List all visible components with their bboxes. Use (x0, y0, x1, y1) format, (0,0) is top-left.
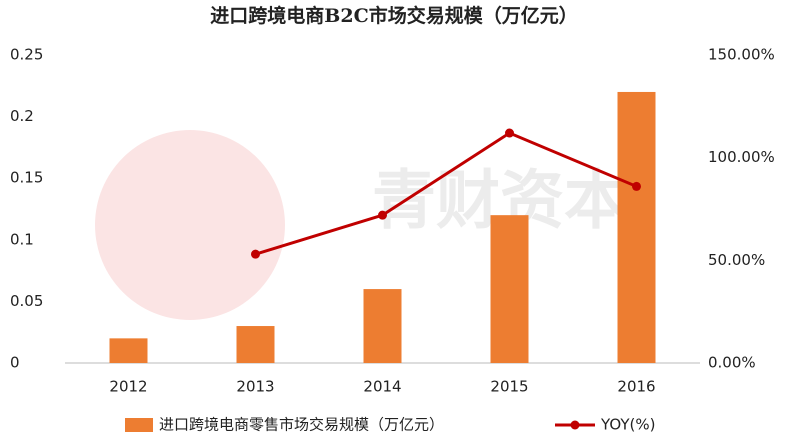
bar (490, 215, 529, 363)
x-tick-label: 2016 (617, 378, 655, 396)
y-tick-label: 0.25 (10, 46, 43, 64)
line-point (378, 210, 387, 220)
watermark-logo (95, 130, 285, 320)
legend-swatch (125, 418, 153, 432)
legend-label: YOY(%) (600, 416, 655, 434)
y-tick-label: 0 (10, 354, 20, 372)
legend-label: 进口跨境电商零售市场交易规模（万亿元） (159, 416, 444, 434)
y-tick-label: 0.05 (10, 292, 43, 310)
y-tick-label: 0.15 (10, 169, 43, 187)
line-point (251, 249, 260, 259)
legend-swatch (570, 420, 580, 430)
chart-title: 进口跨境电商B2C市场交易规模（万亿元） (210, 4, 577, 27)
y2-tick-label: 50.00% (708, 251, 765, 269)
line-point (632, 181, 641, 191)
x-tick-label: 2012 (109, 378, 147, 396)
y-tick-label: 0.1 (10, 230, 34, 248)
x-tick-label: 2014 (363, 378, 401, 396)
bar (363, 289, 402, 363)
y2-tick-label: 150.00% (708, 46, 775, 64)
line-point (505, 128, 514, 138)
x-tick-label: 2013 (236, 378, 274, 396)
x-tick-label: 2015 (490, 378, 528, 396)
line (255, 131, 638, 256)
bar (617, 91, 656, 364)
y2-tick-label: 100.00% (708, 148, 775, 166)
bar (236, 326, 275, 363)
y-tick-label: 0.2 (10, 107, 34, 125)
bar (109, 338, 148, 363)
y2-tick-label: 0.00% (708, 354, 756, 372)
